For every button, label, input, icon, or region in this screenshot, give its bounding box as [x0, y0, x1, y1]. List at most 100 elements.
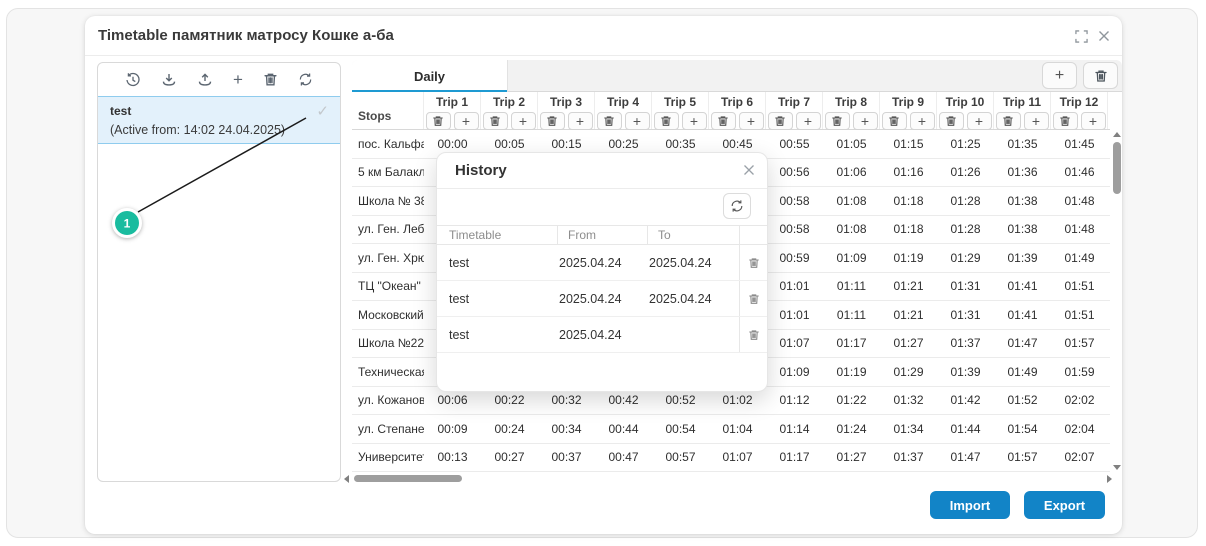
time-cell[interactable]: 00:45 — [722, 136, 753, 151]
time-cell[interactable]: 01:52 — [1007, 393, 1038, 408]
time-cell[interactable]: 01:21 — [893, 279, 924, 294]
time-cell[interactable]: 00:55 — [779, 136, 810, 151]
time-cell[interactable]: 01:16 — [893, 165, 924, 180]
time-cell[interactable]: 00:32 — [551, 393, 582, 408]
time-cell[interactable]: 01:59 — [1064, 364, 1095, 379]
history-button[interactable] — [125, 72, 141, 88]
time-cell[interactable]: 01:38 — [1007, 193, 1038, 208]
time-cell[interactable]: 01:17 — [836, 336, 867, 351]
time-cell[interactable]: 01:09 — [779, 364, 810, 379]
time-cell[interactable]: 01:48 — [1064, 193, 1095, 208]
time-cell[interactable]: 01:07 — [779, 336, 810, 351]
delete-history-entry-button[interactable] — [748, 329, 760, 341]
time-cell[interactable]: 01:49 — [1007, 364, 1038, 379]
time-cell[interactable]: 01:41 — [1007, 279, 1038, 294]
add-trip-time-button[interactable]: + — [909, 112, 935, 130]
time-cell[interactable]: 01:17 — [779, 450, 810, 465]
timetable-list-item[interactable]: test (Active from: 14:02 24.04.2025) ✓ — [98, 96, 340, 144]
time-cell[interactable]: 01:28 — [950, 193, 981, 208]
time-cell[interactable]: 01:42 — [950, 393, 981, 408]
time-cell[interactable]: 00:58 — [779, 193, 810, 208]
time-cell[interactable]: 00:09 — [437, 421, 468, 436]
add-trip-button[interactable]: + — [1042, 62, 1077, 89]
time-cell[interactable]: 01:11 — [836, 307, 867, 322]
add-trip-time-button[interactable]: + — [795, 112, 821, 130]
download-button[interactable] — [161, 72, 177, 88]
time-cell[interactable]: 00:42 — [608, 393, 639, 408]
time-cell[interactable]: 01:01 — [779, 279, 810, 294]
time-cell[interactable]: 01:47 — [1007, 336, 1038, 351]
add-trip-time-button[interactable]: + — [852, 112, 878, 130]
expand-button[interactable] — [1075, 29, 1088, 43]
vertical-scrollbar[interactable] — [1112, 130, 1123, 472]
delete-trip-button[interactable] — [767, 112, 793, 130]
time-cell[interactable]: 01:49 — [1064, 250, 1095, 265]
horizontal-scroll-thumb[interactable] — [354, 475, 462, 482]
time-cell[interactable]: 01:57 — [1064, 336, 1095, 351]
time-cell[interactable]: 01:31 — [950, 307, 981, 322]
time-cell[interactable]: 01:34 — [893, 421, 924, 436]
time-cell[interactable]: 00:58 — [779, 222, 810, 237]
time-cell[interactable]: 01:02 — [722, 393, 753, 408]
time-cell[interactable]: 01:18 — [893, 193, 924, 208]
time-cell[interactable]: 00:27 — [494, 450, 525, 465]
upload-button[interactable] — [197, 72, 213, 88]
time-cell[interactable]: 01:44 — [950, 421, 981, 436]
time-cell[interactable]: 01:09 — [836, 250, 867, 265]
time-cell[interactable]: 01:37 — [950, 336, 981, 351]
time-cell[interactable]: 01:27 — [836, 450, 867, 465]
time-cell[interactable]: 00:59 — [779, 250, 810, 265]
time-cell[interactable]: 02:04 — [1064, 421, 1095, 436]
time-cell[interactable]: 01:18 — [893, 222, 924, 237]
delete-trip-button[interactable] — [710, 112, 736, 130]
add-trip-time-button[interactable]: + — [567, 112, 593, 130]
delete-trip-button[interactable] — [1052, 112, 1078, 130]
add-trip-time-button[interactable]: + — [510, 112, 536, 130]
time-cell[interactable]: 00:37 — [551, 450, 582, 465]
refresh-button[interactable] — [298, 72, 313, 87]
time-cell[interactable]: 00:13 — [437, 450, 468, 465]
time-cell[interactable]: 02:07 — [1064, 450, 1095, 465]
time-cell[interactable]: 01:14 — [779, 421, 810, 436]
time-cell[interactable]: 00:57 — [665, 450, 696, 465]
vertical-scroll-thumb[interactable] — [1113, 142, 1121, 194]
time-cell[interactable]: 01:39 — [1007, 250, 1038, 265]
time-cell[interactable]: 01:04 — [722, 421, 753, 436]
time-cell[interactable]: 00:00 — [437, 136, 468, 151]
time-cell[interactable]: 01:39 — [950, 364, 981, 379]
time-cell[interactable]: 01:06 — [836, 165, 867, 180]
time-cell[interactable]: 01:36 — [1007, 165, 1038, 180]
time-cell[interactable]: 01:01 — [779, 307, 810, 322]
time-cell[interactable]: 01:57 — [1007, 450, 1038, 465]
time-cell[interactable]: 01:45 — [1064, 136, 1095, 151]
time-cell[interactable]: 01:24 — [836, 421, 867, 436]
delete-trips-button[interactable] — [1083, 62, 1118, 89]
time-cell[interactable]: 01:48 — [1064, 222, 1095, 237]
time-cell[interactable]: 01:15 — [893, 136, 924, 151]
time-cell[interactable]: 01:32 — [893, 393, 924, 408]
time-cell[interactable]: 00:47 — [608, 450, 639, 465]
delete-history-entry-button[interactable] — [748, 293, 760, 305]
time-cell[interactable]: 01:51 — [1064, 279, 1095, 294]
time-cell[interactable]: 00:06 — [437, 393, 468, 408]
time-cell[interactable]: 00:05 — [494, 136, 525, 151]
import-button[interactable]: Import — [930, 491, 1010, 519]
time-cell[interactable]: 02:02 — [1064, 393, 1095, 408]
time-cell[interactable]: 01:29 — [950, 250, 981, 265]
time-cell[interactable]: 00:34 — [551, 421, 582, 436]
time-cell[interactable]: 01:21 — [893, 307, 924, 322]
delete-trip-button[interactable] — [596, 112, 622, 130]
add-trip-time-button[interactable]: + — [681, 112, 707, 130]
scroll-down-arrow[interactable] — [1113, 465, 1121, 470]
time-cell[interactable]: 01:12 — [779, 393, 810, 408]
time-cell[interactable]: 01:08 — [836, 222, 867, 237]
time-cell[interactable]: 01:51 — [1064, 307, 1095, 322]
time-cell[interactable]: 01:11 — [836, 279, 867, 294]
time-cell[interactable]: 00:44 — [608, 421, 639, 436]
time-cell[interactable]: 01:08 — [836, 193, 867, 208]
delete-timetable-button[interactable] — [263, 72, 278, 87]
close-window-button[interactable] — [1098, 30, 1110, 42]
time-cell[interactable]: 00:35 — [665, 136, 696, 151]
scroll-right-arrow[interactable] — [1107, 475, 1112, 483]
refresh-history-button[interactable] — [723, 193, 751, 219]
